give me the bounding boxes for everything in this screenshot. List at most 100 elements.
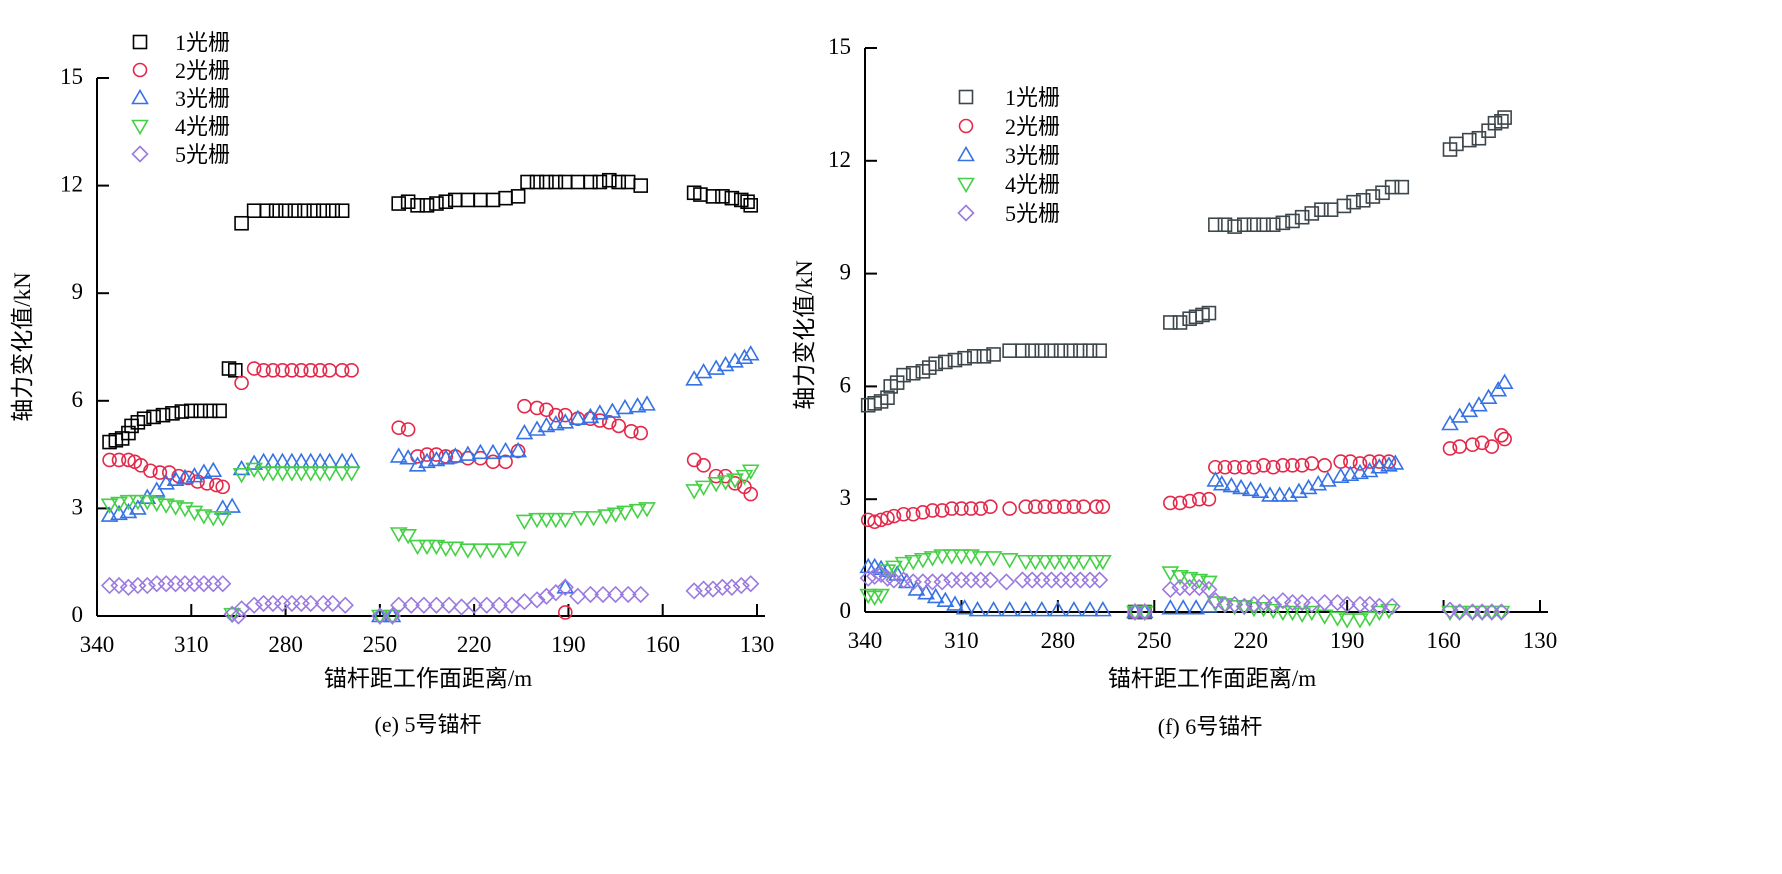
data-point [1201,491,1217,507]
data-point [1013,571,1032,589]
data-point [1190,573,1209,590]
data-point [981,571,999,589]
data-point [638,395,656,411]
data-point [1182,493,1197,509]
data-point [886,508,902,524]
data-point [282,466,301,482]
data-point [1081,571,1099,589]
data-point [1484,439,1500,454]
y-tick-label: 3 [840,485,852,510]
data-point [1092,343,1107,358]
data-point [1181,578,1199,597]
data-point [859,569,877,587]
data-point [1002,501,1017,516]
data-point [458,543,477,559]
chart-f: (f) 6号锚杆 锚杆距工作面距离/m 轴力变化值/kN 0 3 6 9 12 15 340… [792,34,1557,739]
data-point [623,423,639,439]
data-point [735,348,754,365]
data-point [1246,217,1262,233]
data-point [301,466,320,482]
data-point [611,174,627,190]
data-point [292,594,310,613]
data-point [399,528,418,545]
data-point [1232,478,1250,495]
data-point [1254,593,1273,612]
legend-label: 2光栅 [1005,114,1060,139]
y-tick-label: 3 [72,494,84,519]
data-point [320,466,339,482]
data-point [1336,198,1352,214]
data-point [1460,401,1479,418]
data-point [1236,217,1252,233]
data-point [685,582,703,600]
legend-marker-icon [957,177,975,194]
data-point [1264,603,1283,620]
data-point [1222,476,1241,493]
data-point [1450,605,1469,622]
legend-marker-icon [131,145,149,163]
data-point [633,178,649,193]
data-point [306,203,322,219]
data-point [926,587,945,604]
data-point [234,215,249,231]
data-point [1265,217,1281,233]
data-point [885,560,903,576]
data-point [933,549,952,565]
data-point [638,502,656,518]
legend-marker-icon [958,89,974,105]
data-point [726,473,744,489]
y-tick-label: 6 [72,387,84,412]
data-point [174,404,190,419]
data-point [616,398,634,415]
data-point [1294,209,1310,225]
data-point [1161,599,1180,615]
data-point [1172,315,1188,330]
data-point [1328,611,1347,627]
data-point [336,596,354,614]
data-point [1361,595,1379,614]
data-point [1208,217,1223,233]
data-point [1323,202,1339,217]
x-tick-label: 340 [80,632,115,657]
data-point [556,413,575,429]
data-point [938,354,953,370]
data-point [942,549,961,565]
data-point [1073,343,1088,358]
series-1 [860,110,1512,620]
data-point [1471,130,1487,146]
data-point [1254,601,1273,618]
y-axis-label-f: 轴力变化值/kN [792,260,817,410]
data-point [866,567,884,585]
data-point [259,203,275,219]
data-point [509,441,528,458]
data-point [121,452,136,468]
data-point [383,609,402,626]
data-point [873,512,889,528]
data-point [473,192,488,208]
data-point [528,420,546,436]
data-point [606,585,625,604]
data-point [1304,206,1320,221]
data-point [715,189,730,204]
x-tick-label: 220 [457,632,492,657]
legend-label: 4光栅 [175,114,230,139]
data-point [583,174,598,190]
data-point [957,350,972,366]
data-point [268,203,284,219]
data-point [556,512,575,529]
data-point [537,587,556,605]
data-point [1246,459,1262,475]
data-point [1091,571,1109,589]
legend-label: 5光栅 [175,142,230,167]
legend-label: 3光栅 [1005,143,1060,168]
data-point [1495,373,1514,389]
data-point [616,505,634,522]
data-point [1450,407,1469,423]
data-point [962,549,980,565]
data-point [539,174,554,190]
data-point [1275,215,1291,231]
data-point [214,575,232,593]
chart-e: (e) 5号锚杆 锚杆距工作面距离/m 轴力变化值/kN 0 3 6 9 12 15 340… [10,30,774,737]
data-point [297,203,312,219]
data-point [896,367,911,383]
